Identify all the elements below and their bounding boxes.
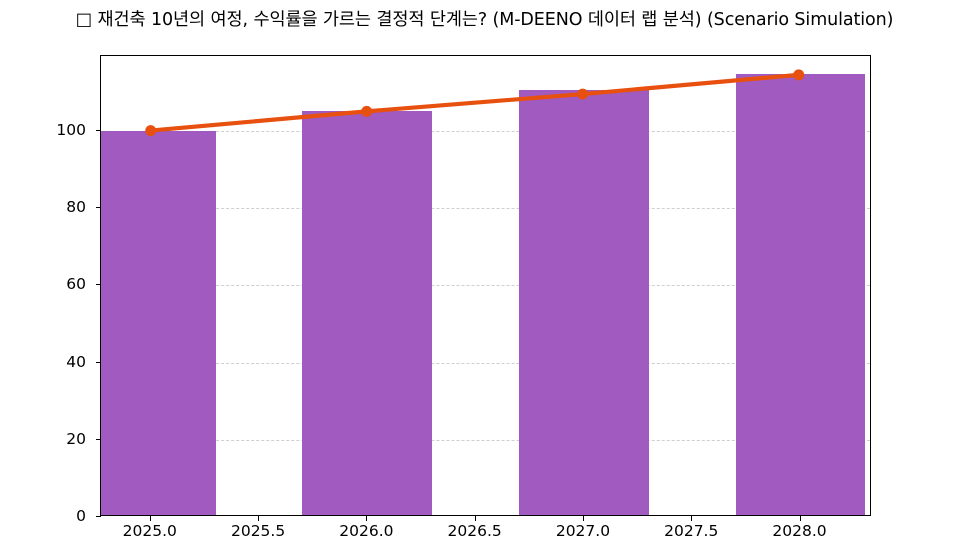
y-tick-mark-4: [96, 207, 101, 209]
y-tick-mark-1: [96, 438, 101, 440]
y-tick-label-0: 0: [76, 507, 86, 525]
y-tick-label-60: 60: [66, 275, 86, 294]
gridline-y-1: [101, 439, 870, 441]
x-tick-mark-1: [258, 516, 260, 521]
y-tick-mark-2: [96, 361, 101, 363]
x-tick-mark-3: [474, 516, 476, 521]
trend-line: [148, 72, 801, 133]
x-tick-label-2028.0: 2028.0: [772, 522, 827, 540]
y-tick-label-80: 80: [66, 198, 86, 217]
chart-title: □ 재건축 10년의 여정, 수익률을 가르는 결정적 단계는? (M-DEEN…: [75, 10, 894, 30]
x-tick-mark-6: [799, 516, 801, 521]
x-tick-label-2027.5: 2027.5: [664, 522, 719, 540]
y-tick-mark-5: [96, 129, 101, 131]
gridline-y-2: [101, 362, 870, 364]
x-tick-mark-2: [366, 516, 368, 521]
x-tick-label-2026.0: 2026.0: [339, 522, 394, 540]
y-tick-label-40: 40: [66, 352, 86, 371]
y-tick-mark-3: [96, 284, 101, 286]
x-tick-mark-0: [149, 516, 151, 521]
bar-2026.0: [302, 110, 433, 515]
x-tick-label-2025.0: 2025.0: [122, 522, 177, 540]
plot-area: [100, 55, 871, 516]
bar-2027.0: [518, 89, 649, 515]
x-tick-mark-4: [582, 516, 584, 521]
gridline-y-4: [101, 208, 870, 210]
bar-2028.0: [735, 73, 866, 515]
x-tick-mark-5: [691, 516, 693, 521]
bar-2025.0: [101, 130, 216, 515]
x-tick-label-2026.5: 2026.5: [447, 522, 502, 540]
y-tick-label-100: 100: [56, 120, 86, 139]
y-tick-label-20: 20: [66, 429, 86, 448]
y-tick-mark-0: [96, 516, 101, 517]
x-tick-label-2025.5: 2025.5: [230, 522, 286, 540]
x-tick-label-2027.0: 2027.0: [555, 522, 611, 540]
gridline-y-3: [101, 285, 870, 287]
